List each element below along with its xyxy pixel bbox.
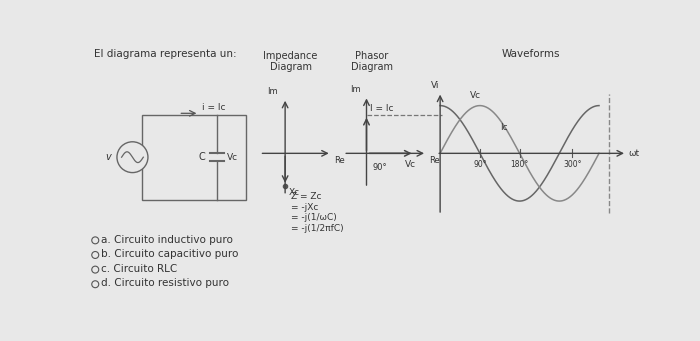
Text: Im: Im — [350, 85, 360, 94]
Bar — [141, 115, 246, 199]
Text: Im: Im — [267, 87, 277, 97]
Text: Impedance: Impedance — [263, 51, 318, 61]
Text: b. Circuito capacitivo puro: b. Circuito capacitivo puro — [102, 249, 239, 259]
Text: Vc: Vc — [228, 153, 238, 162]
Text: c. Circuito RLC: c. Circuito RLC — [102, 264, 178, 274]
Text: 90°: 90° — [372, 163, 387, 172]
Text: 300°: 300° — [564, 160, 582, 168]
Text: Diagram: Diagram — [270, 62, 312, 72]
Text: v: v — [106, 152, 111, 162]
Text: C: C — [199, 152, 206, 162]
Text: = -j(1/2πfC): = -j(1/2πfC) — [290, 224, 343, 233]
Text: = -jXc: = -jXc — [290, 203, 318, 212]
Text: Phasor: Phasor — [356, 51, 389, 61]
Text: a. Circuito inductivo puro: a. Circuito inductivo puro — [102, 235, 233, 244]
Text: El diagrama representa un:: El diagrama representa un: — [94, 49, 237, 59]
Text: Waveforms: Waveforms — [501, 49, 560, 59]
Text: Re: Re — [334, 155, 344, 165]
Text: Diagram: Diagram — [351, 62, 393, 72]
Text: I = Ic: I = Ic — [370, 104, 394, 113]
Text: Re: Re — [429, 155, 440, 165]
Text: = -j(1/ωC): = -j(1/ωC) — [290, 213, 336, 222]
Text: 90°: 90° — [473, 160, 486, 168]
Circle shape — [117, 142, 148, 173]
Text: Z = Zc: Z = Zc — [290, 192, 321, 201]
Text: ωt: ωt — [629, 149, 640, 158]
Text: i = Ic: i = Ic — [202, 103, 225, 112]
Text: Ic: Ic — [500, 122, 508, 132]
Text: Vc: Vc — [405, 160, 416, 168]
Text: Xc: Xc — [289, 188, 300, 197]
Text: d. Circuito resistivo puro: d. Circuito resistivo puro — [102, 279, 230, 288]
Text: 180°: 180° — [510, 160, 528, 168]
Text: Vi: Vi — [431, 81, 440, 90]
Text: Vc: Vc — [470, 91, 481, 100]
